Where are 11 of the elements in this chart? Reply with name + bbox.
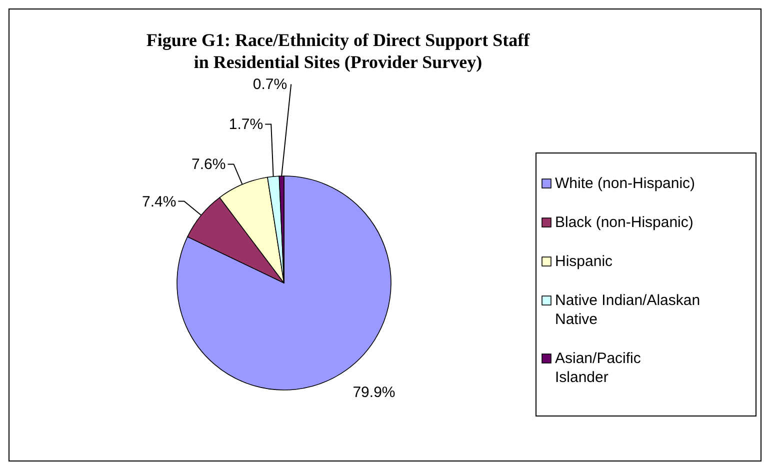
legend-label: White (non-Hispanic) bbox=[555, 175, 696, 192]
data-label: 79.9% bbox=[352, 384, 396, 402]
data-label: 0.7% bbox=[252, 76, 288, 94]
data-label: 7.4% bbox=[142, 193, 176, 210]
legend-label: Native Indian/Alaskan Native bbox=[555, 292, 700, 328]
legend-label: Black (non-Hispanic) bbox=[555, 214, 694, 231]
data-label: 7.6% bbox=[192, 156, 226, 174]
chart-title: Figure G1: Race/Ethnicity of Direct Support Staff in Residential Sites (Provider Survey) bbox=[146, 30, 531, 72]
legend-label: Hispanic bbox=[555, 253, 614, 270]
data-label: 1.7% bbox=[228, 116, 264, 134]
legend-label: Asian/Pacific Islander bbox=[555, 350, 642, 386]
